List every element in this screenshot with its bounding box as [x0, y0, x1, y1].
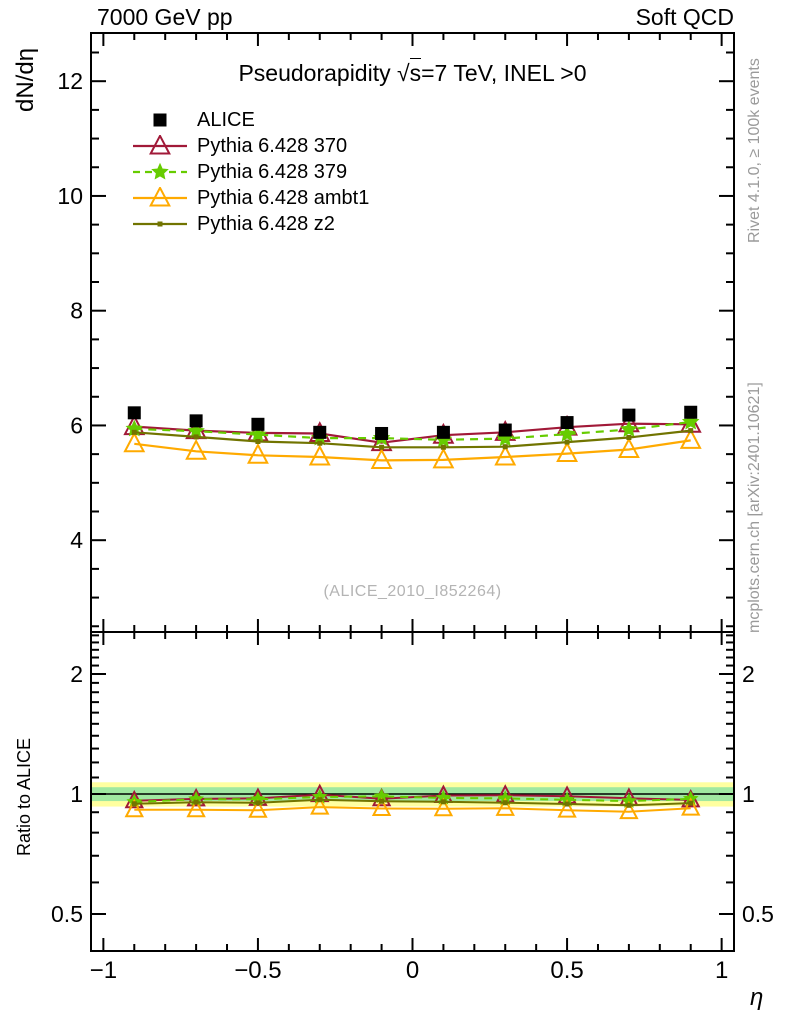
- legend-marker-pythia-6-428-ambt1: [133, 187, 187, 207]
- svg-text:1: 1: [742, 781, 755, 807]
- x-ticks: [102, 33, 723, 951]
- process-group-label: Soft QCD: [635, 4, 734, 30]
- svg-text:10: 10: [57, 183, 83, 209]
- plot-title: Pseudorapidity √s=7 TeV, INEL >0: [91, 58, 734, 87]
- sqrt-symbol: √: [397, 60, 410, 86]
- plot-title-prefix: Pseudorapidity: [238, 60, 397, 86]
- svg-text:6: 6: [70, 412, 83, 438]
- sqrt-argument: s: [409, 58, 422, 86]
- svg-text:0: 0: [406, 957, 419, 984]
- x-tick-labels: −1 −0.5 0 0.5 1: [90, 957, 729, 984]
- legend-marker-alice: [153, 113, 167, 127]
- ratio-y-tick-labels: 0.5 0.5 1 1 2 2: [51, 661, 774, 927]
- legend-label: Pythia 6.428 370: [197, 134, 348, 157]
- series-alice: [127, 405, 698, 440]
- svg-text:1: 1: [715, 957, 728, 984]
- ratio-series-pythia-6-428-ambt1: [124, 796, 701, 820]
- beam-energy-label: 7000 GeV pp: [97, 4, 233, 30]
- legend-label: ALICE: [197, 108, 255, 131]
- svg-text:12: 12: [57, 68, 83, 94]
- legend-item-pythia-6-428-370: Pythia 6.428 370: [131, 133, 369, 159]
- legend-item-pythia-6-428-z2: Pythia 6.428 z2: [131, 211, 369, 237]
- legend-label: Pythia 6.428 z2: [197, 212, 335, 235]
- svg-text:4: 4: [70, 527, 83, 553]
- legend-item-pythia-6-428-379: Pythia 6.428 379: [131, 159, 369, 185]
- legend-item-pythia-6-428-ambt1: Pythia 6.428 ambt1: [131, 185, 369, 211]
- legend-marker-pythia-6-428-379: [133, 162, 187, 180]
- legend-marker-pythia-6-428-z2: [133, 221, 187, 227]
- ratio-series-pythia-6-428-z2: [131, 797, 694, 808]
- analysis-id-watermark: (ALICE_2010_I852264): [323, 583, 502, 600]
- series-pythia-6-428-z2: [131, 428, 694, 450]
- ratio-y-ticks: [91, 634, 734, 915]
- main-panel-frame: [90, 32, 735, 633]
- svg-text:2: 2: [742, 661, 755, 687]
- legend-label: Pythia 6.428 379: [197, 160, 348, 183]
- series-pythia-6-428-ambt1: [123, 428, 702, 469]
- svg-text:2: 2: [70, 661, 83, 687]
- legend: ALICE Pythia 6.428 370 Pythia 6.428 379 Pyt…: [131, 107, 369, 237]
- svg-text:0.5: 0.5: [742, 901, 774, 927]
- main-y-tick-labels: 4 6 8 10 12: [57, 68, 83, 553]
- svg-text:0.5: 0.5: [51, 901, 83, 927]
- svg-text:0.5: 0.5: [550, 957, 583, 984]
- svg-text:8: 8: [70, 298, 83, 324]
- svg-text:1: 1: [70, 781, 83, 807]
- main-y-ticks: [91, 51, 734, 628]
- plot-title-suffix: =7 TeV, INEL >0: [421, 60, 587, 86]
- legend-marker-pythia-6-428-370: [133, 135, 187, 155]
- svg-text:−0.5: −0.5: [234, 957, 281, 984]
- svg-text:−1: −1: [90, 957, 117, 984]
- legend-label: Pythia 6.428 ambt1: [197, 186, 370, 209]
- x-axis-title: η: [750, 984, 764, 1011]
- legend-item-alice: ALICE: [131, 107, 369, 133]
- panel-frames: [90, 32, 735, 952]
